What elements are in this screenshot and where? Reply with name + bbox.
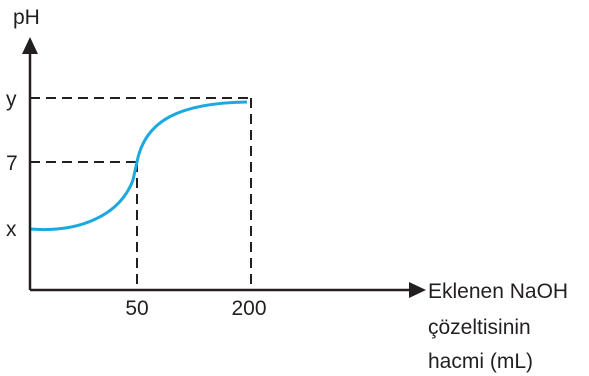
titration-curve xyxy=(30,102,247,230)
x-axis-label-line-3: hacmi (mL) xyxy=(428,350,533,373)
x-tick-label-200: 200 xyxy=(231,297,266,320)
x-axis-label-line-1: Eklenen NaOH xyxy=(428,280,568,303)
x-axis-label-line-2: çözeltisinin xyxy=(428,316,531,339)
x-tick-label-50: 50 xyxy=(125,297,148,320)
y-tick-label-y: y xyxy=(6,88,17,111)
y-axis-arrow-icon xyxy=(22,37,38,54)
y-tick-label-x: x xyxy=(6,218,17,241)
x-axis-arrow-icon xyxy=(409,282,426,298)
y-axis-label: pH xyxy=(13,6,40,29)
y-tick-label-7: 7 xyxy=(6,152,18,175)
